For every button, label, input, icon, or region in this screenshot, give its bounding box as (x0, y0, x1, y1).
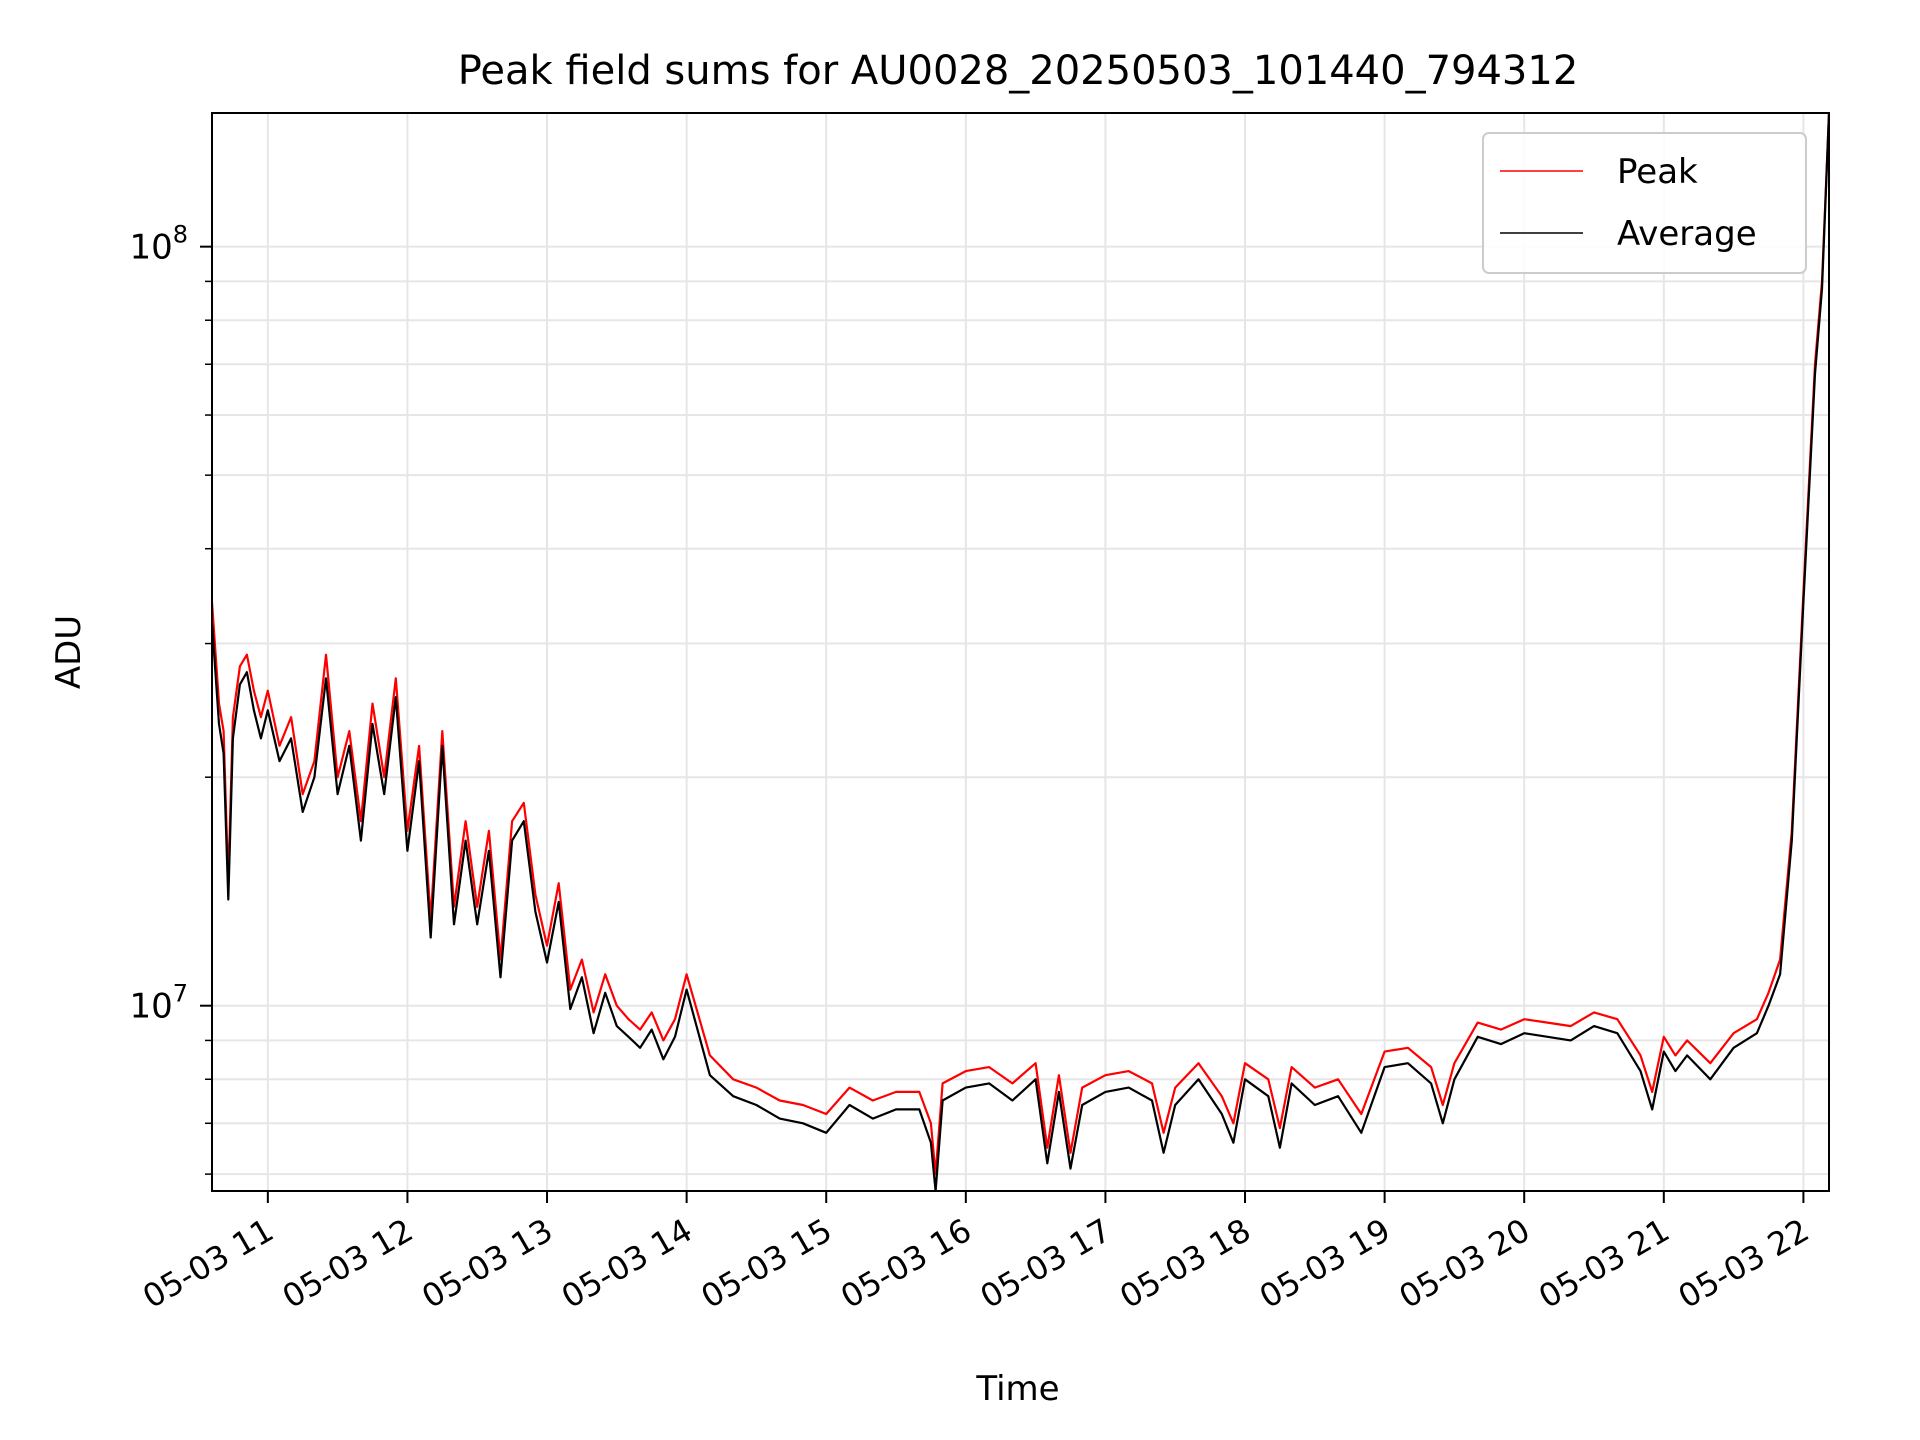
y-tick-exponent: 8 (173, 221, 188, 249)
legend-peak-label: Peak (1617, 152, 1698, 192)
series-line-peak (212, 113, 1829, 1176)
y-tick-label: 107 (129, 980, 188, 1027)
y-axis-label: ADU (49, 615, 89, 689)
legend-box (1482, 132, 1807, 274)
plot-frame (211, 112, 1830, 1192)
y-tick-base: 10 (129, 228, 172, 268)
series-line-average (212, 113, 1829, 1191)
legend: Peak Average (1482, 132, 1807, 274)
chart-title: Peak field sums for AU0028_20250503_1014… (458, 48, 1579, 94)
series-lines (212, 113, 1829, 1191)
y-tick-base: 10 (129, 987, 172, 1027)
y-tick-exponent: 7 (173, 980, 188, 1008)
x-axis-label: Time (975, 1369, 1059, 1409)
legend-average-label: Average (1617, 214, 1757, 254)
y-tick-label: 108 (129, 221, 188, 268)
